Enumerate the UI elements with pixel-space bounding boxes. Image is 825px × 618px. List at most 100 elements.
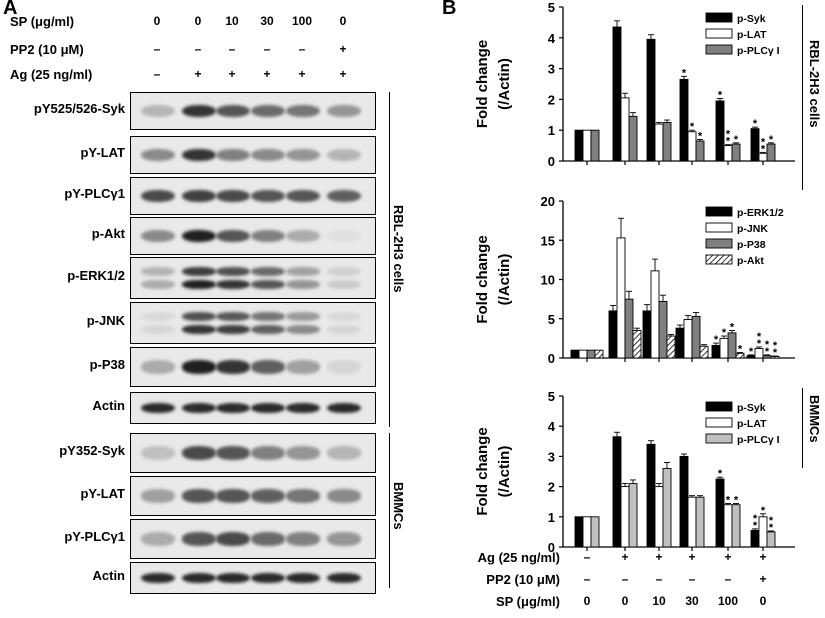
legend-swatch	[705, 12, 733, 23]
blot-band	[141, 266, 175, 276]
blot-band	[286, 104, 320, 118]
panel-b-condition-value: 30	[685, 594, 699, 608]
panel-b-group-bmmc: BMMCs	[807, 395, 822, 443]
legend-label: p-Akt	[737, 255, 764, 267]
blot-band	[216, 104, 250, 118]
bar	[731, 504, 741, 548]
blot-band	[216, 311, 250, 321]
bar	[711, 344, 721, 359]
blot-band	[327, 325, 361, 334]
y-tick-label: 4	[548, 419, 556, 434]
panel-a-condition-label: Ag (25 ng/ml)	[10, 67, 93, 82]
rbl-b-bracket-line	[802, 5, 803, 190]
y-tick-label: 1	[548, 510, 555, 525]
y-axis-label: (/Actin)	[496, 254, 513, 306]
significance-star: *	[738, 344, 743, 356]
blot-band	[251, 266, 285, 276]
panel-a-condition-value: 100	[291, 14, 313, 28]
blot-band	[286, 148, 320, 162]
significance-star: *	[769, 522, 774, 534]
panel-a-condition-value: 0	[339, 14, 347, 28]
blot-membrane	[130, 476, 376, 516]
blot-band	[327, 572, 361, 584]
blot-band	[182, 189, 216, 203]
bar	[620, 486, 630, 548]
blot-band	[327, 104, 361, 118]
panel-b-condition-value: –	[655, 572, 663, 586]
blot-band	[216, 532, 250, 546]
y-axis-label: Fold change	[474, 40, 491, 128]
panel-a-condition-value: +	[263, 67, 271, 81]
bar	[727, 332, 737, 359]
bar	[632, 330, 642, 359]
bar	[646, 38, 656, 162]
bar	[590, 129, 600, 162]
legend-label: p-LAT	[737, 29, 767, 41]
legend-label: p-JNK	[737, 223, 768, 235]
blot-band	[182, 360, 216, 374]
bar	[766, 531, 776, 548]
blot-band	[286, 311, 320, 321]
significance-star: *	[726, 495, 731, 507]
blot-band	[286, 446, 320, 460]
bar	[650, 270, 660, 359]
blot-band	[216, 402, 250, 414]
legend-label: p-P38	[737, 239, 766, 251]
panel-a-condition-value: 0	[194, 14, 202, 28]
panel-b-condition-value: +	[759, 572, 767, 586]
y-tick-label: 2	[548, 92, 555, 107]
y-tick-label: 5	[548, 389, 555, 404]
significance-star: *	[757, 331, 762, 343]
significance-star: *	[714, 334, 719, 346]
significance-star: *	[761, 143, 766, 155]
bar	[616, 237, 626, 359]
blot-band	[327, 446, 361, 460]
y-tick-label: 0	[548, 540, 555, 555]
significance-star: *	[753, 513, 758, 525]
blot-band	[216, 572, 250, 584]
blot-band	[251, 189, 285, 203]
legend-swatch	[705, 238, 733, 249]
bar	[766, 143, 776, 162]
bar	[642, 310, 652, 359]
panel-a-condition-value: +	[194, 67, 202, 81]
blot-band	[327, 148, 361, 162]
blot-membrane	[130, 562, 376, 594]
significance-star: *	[718, 89, 723, 101]
legend-label: p-Syk	[737, 13, 766, 25]
panel-a-condition-label: SP (μg/ml)	[10, 14, 75, 29]
bar	[628, 115, 638, 162]
significance-star: *	[761, 505, 766, 517]
blot-band	[216, 489, 250, 503]
blot-band	[141, 360, 175, 374]
panel-a-condition-value: +	[339, 67, 347, 81]
blot-label: pY-LAT	[80, 145, 125, 160]
blot-band	[141, 325, 175, 334]
blot-band	[251, 229, 285, 243]
panel-b-condition-value: –	[583, 572, 591, 586]
blot-band	[182, 148, 216, 162]
significance-star: *	[698, 130, 703, 142]
y-tick-label: 5	[548, 0, 555, 15]
bar	[654, 486, 664, 548]
blot-band	[216, 148, 250, 162]
bar	[731, 143, 741, 162]
blot-band	[286, 402, 320, 414]
y-tick-label: 0	[548, 154, 555, 169]
blot-band	[327, 489, 361, 503]
panel-a-condition-value: 30	[260, 14, 274, 28]
blot-band	[286, 266, 320, 276]
blot-band	[327, 266, 361, 276]
bar	[612, 26, 622, 162]
blot-band	[327, 402, 361, 414]
legend-swatch	[705, 417, 733, 428]
panel-b-condition-value: 100	[717, 594, 739, 608]
y-tick-label: 3	[548, 62, 555, 77]
bar	[758, 516, 768, 548]
panel-b-letter: B	[442, 0, 457, 19]
panel-b-condition-value: 0	[759, 594, 767, 608]
blot-band	[141, 104, 175, 118]
bar	[687, 496, 697, 548]
y-tick-label: 3	[548, 449, 555, 464]
blot-band	[216, 280, 250, 289]
